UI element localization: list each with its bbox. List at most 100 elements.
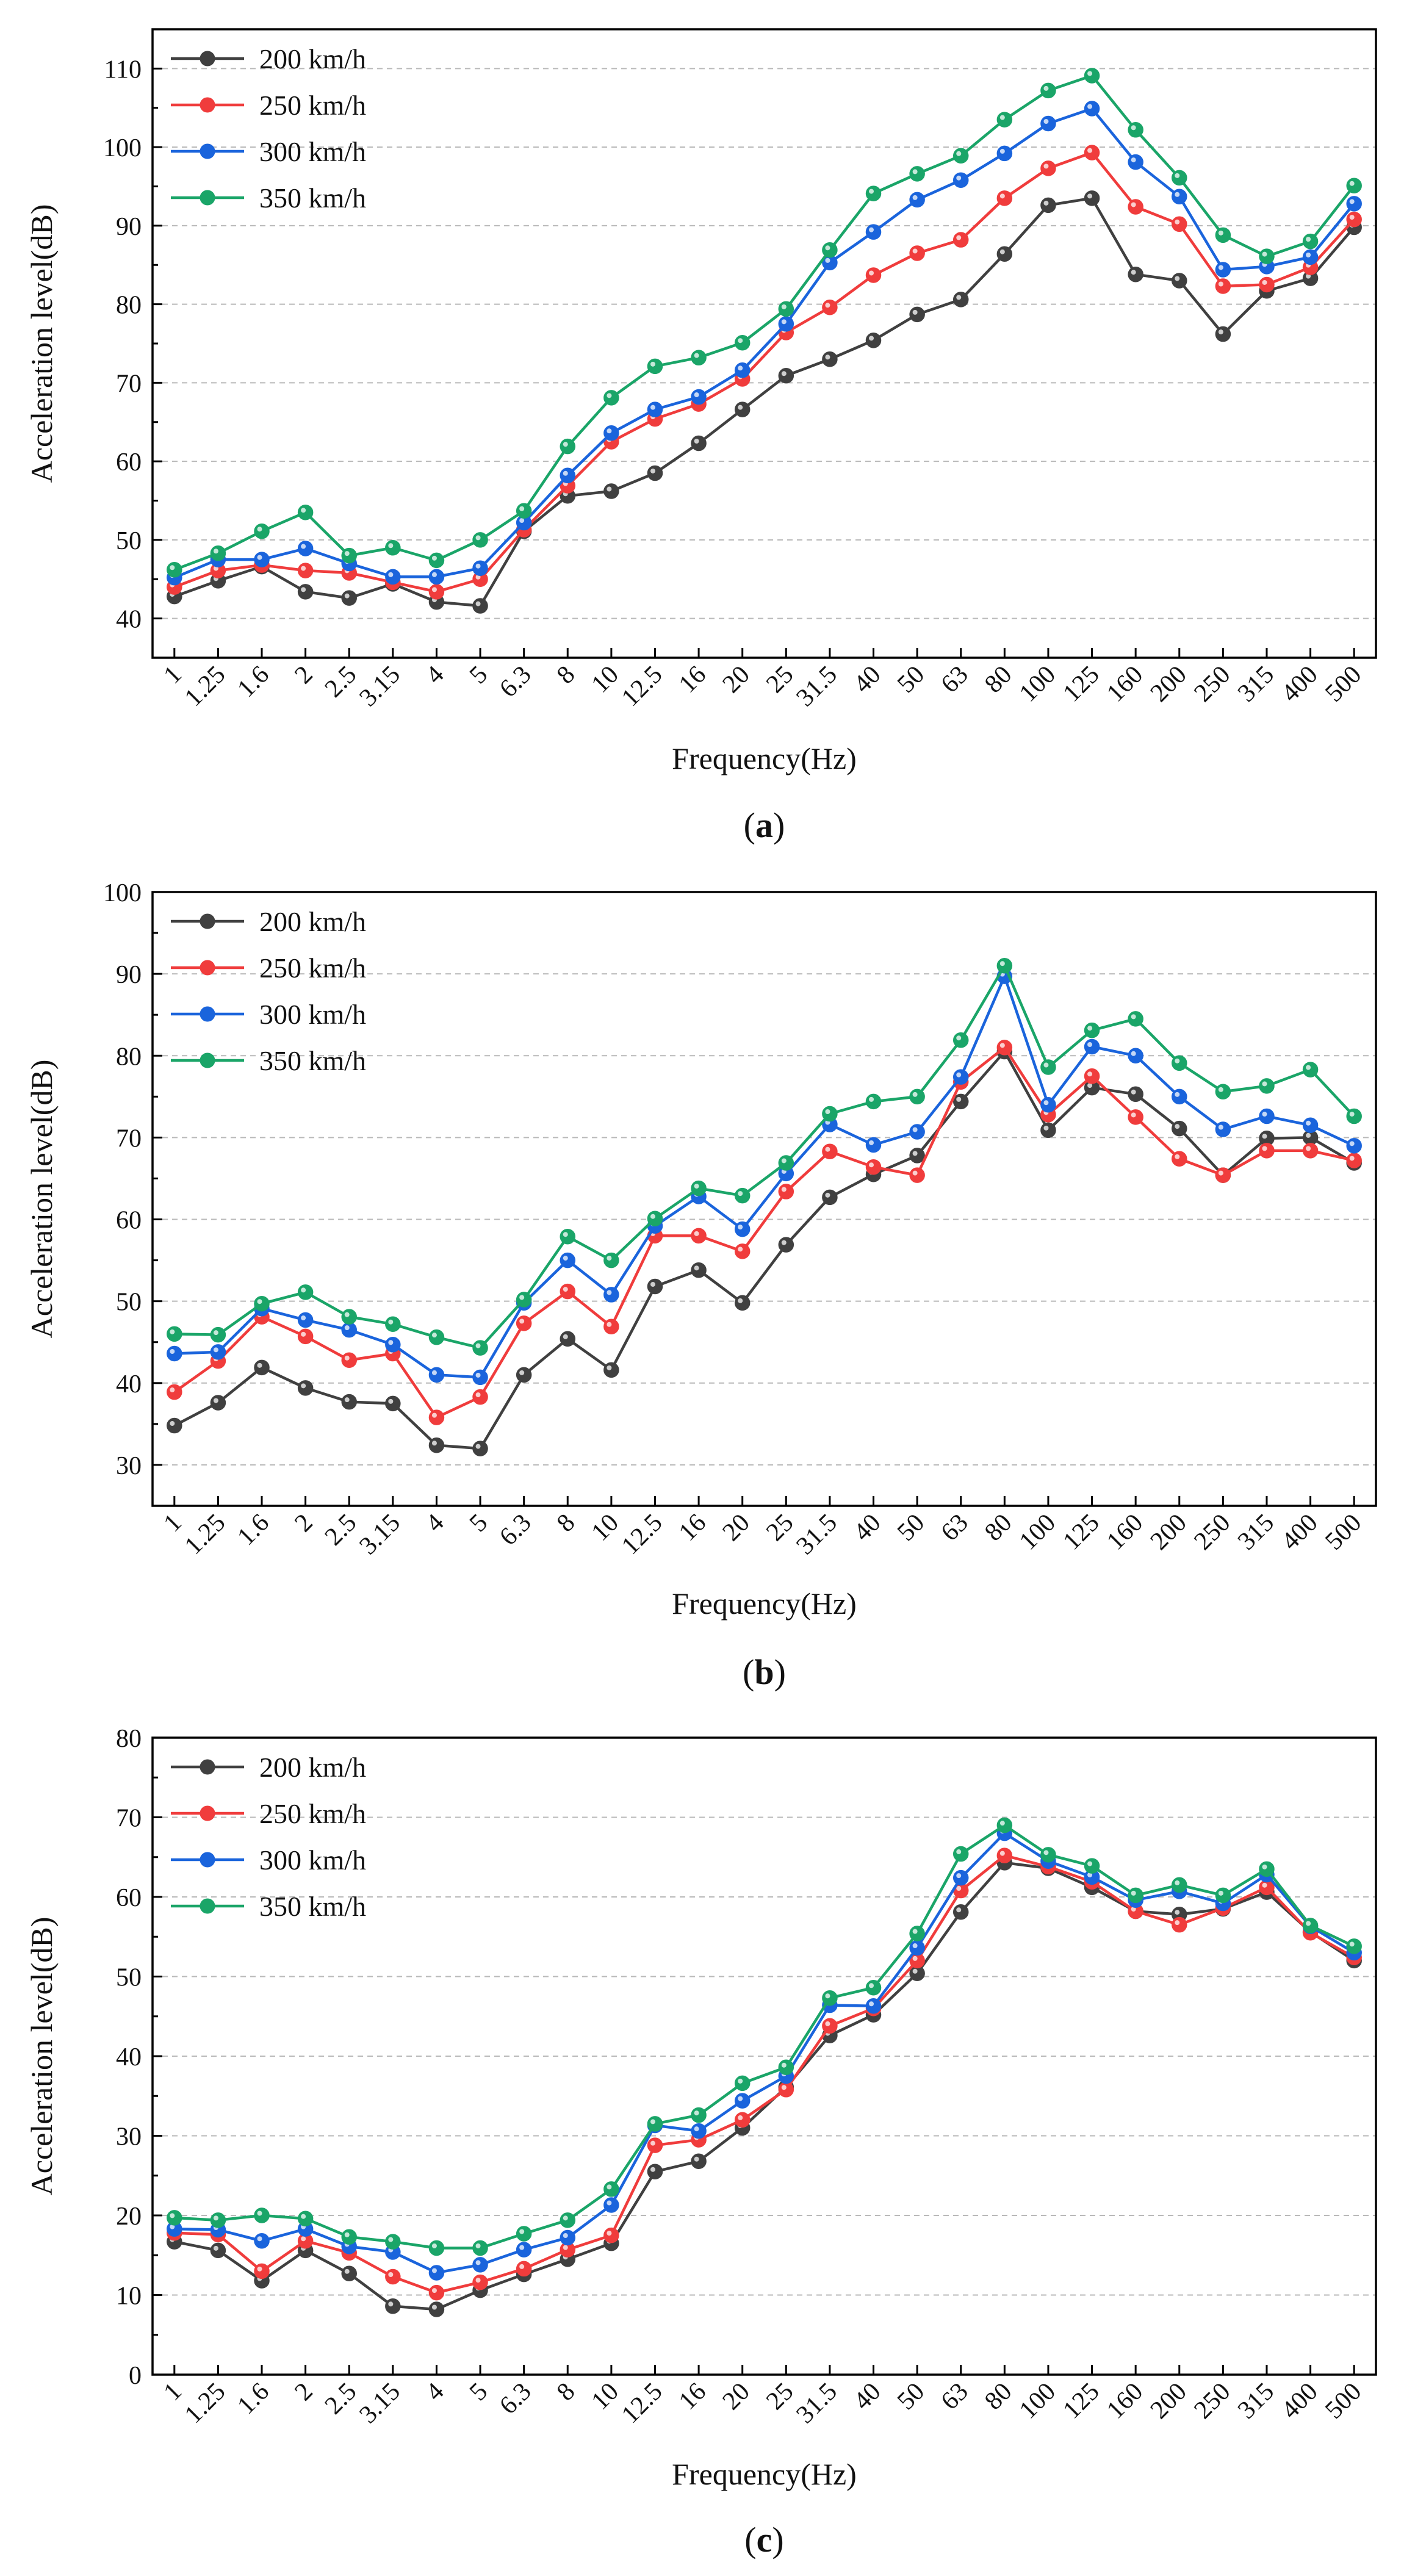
y-tick-label: 70 [116,370,142,398]
data-point [909,1124,925,1140]
x-tick-label: 63 [936,2378,974,2416]
data-point-highlight [1131,157,1136,163]
data-point [1040,197,1056,214]
data-point-highlight [519,1295,525,1300]
data-point [1346,178,1362,193]
y-tick-label: 60 [116,448,142,477]
data-point [472,1389,488,1405]
data-point-highlight [738,2115,743,2120]
data-point-highlight [388,2237,394,2242]
plot-frame [151,1736,1377,2376]
data-point [1040,1847,1056,1863]
data-point-highlight [825,303,830,308]
data-point-highlight [344,2268,350,2274]
data-point [734,362,751,378]
data-point [341,547,357,564]
data-point [254,2263,270,2279]
data-point-highlight [607,486,612,492]
data-point-highlight [257,2211,262,2216]
data-point [167,1326,182,1342]
x-tick-label: 500 [1320,1509,1367,1556]
data-point [647,1278,663,1295]
data-point [647,2116,663,2132]
data-point-highlight [781,371,787,376]
y-tick-label: 80 [116,1043,142,1071]
data-point-highlight [1087,104,1093,109]
data-point-highlight [1087,1861,1093,1866]
data-point [909,1926,925,1941]
data-point-highlight [738,1247,743,1252]
data-point-highlight [738,2078,743,2084]
data-point [1172,1877,1187,1893]
x-tick-label: 80 [979,661,1017,699]
data-point-highlight [431,555,437,561]
x-axis-title: Frequency(Hz) [672,2457,857,2491]
data-point-highlight [1262,251,1267,257]
data-point-highlight [999,115,1005,120]
data-point [778,1184,794,1200]
x-tick-label: 100 [1014,661,1061,708]
data-point-highlight [694,353,699,358]
data-point-highlight [738,338,743,344]
data-point [734,1221,751,1237]
y-axis-title: Acceleration level(dB) [24,1060,59,1339]
data-point-highlight [999,193,1005,199]
series-line [174,1832,1355,2275]
data-point [952,1069,969,1085]
data-point [952,172,969,188]
data-point-highlight [475,563,481,569]
data-point [734,2093,751,2109]
data-point [1259,248,1275,264]
x-tick-label: 40 [848,661,886,699]
data-point [909,245,925,261]
legend-label: 300 km/h [259,999,366,1030]
data-point [1259,1108,1275,1124]
data-point-highlight [1131,270,1136,275]
x-tick-label: 160 [1101,2378,1148,2425]
y-tick-label: 70 [116,1805,142,1833]
data-point [952,232,969,248]
x-tick-label: 63 [936,661,974,699]
x-tick-label: 6.3 [494,2378,537,2420]
data-point [909,192,925,208]
data-point-highlight [475,535,481,541]
data-point [428,584,445,600]
data-point [1215,1167,1231,1183]
data-point [909,1088,925,1105]
data-point-highlight [301,508,306,513]
data-point-highlight [1218,329,1223,335]
data-point-highlight [650,1214,655,1219]
data-point-highlight [1043,119,1049,124]
data-point [560,438,576,455]
data-point [1040,1122,1056,1139]
y-tick-label: 90 [116,961,142,989]
data-point [1040,160,1056,176]
data-point [1128,199,1143,215]
data-point-highlight [607,2200,612,2206]
data-point-highlight [563,1334,568,1339]
y-tick-label: 40 [116,2043,142,2071]
data-point-highlight [1175,1124,1180,1129]
data-point-highlight [388,1319,394,1325]
data-point-highlight [301,2214,306,2219]
data-point-highlight [257,527,262,532]
data-point-highlight [344,2232,350,2237]
x-tick-label: 3.15 [354,661,405,712]
x-tick-label: 125 [1058,661,1105,708]
data-point-highlight [738,1298,743,1303]
data-point-highlight [999,1851,1005,1856]
data-point-highlight [607,1290,612,1295]
data-point [516,503,532,519]
data-point [691,2123,707,2139]
data-point [865,1093,882,1110]
x-tick-label: 160 [1101,661,1148,708]
data-point-highlight [1306,1065,1311,1070]
x-tick-label: 1.25 [179,1509,231,1560]
data-point-highlight [956,1907,962,1913]
data-point-highlight [519,2245,525,2250]
data-point [472,1441,488,1456]
data-point-highlight [694,2156,699,2162]
data-point [734,1295,751,1311]
data-point-highlight [869,227,874,232]
data-point-highlight [475,1343,481,1348]
